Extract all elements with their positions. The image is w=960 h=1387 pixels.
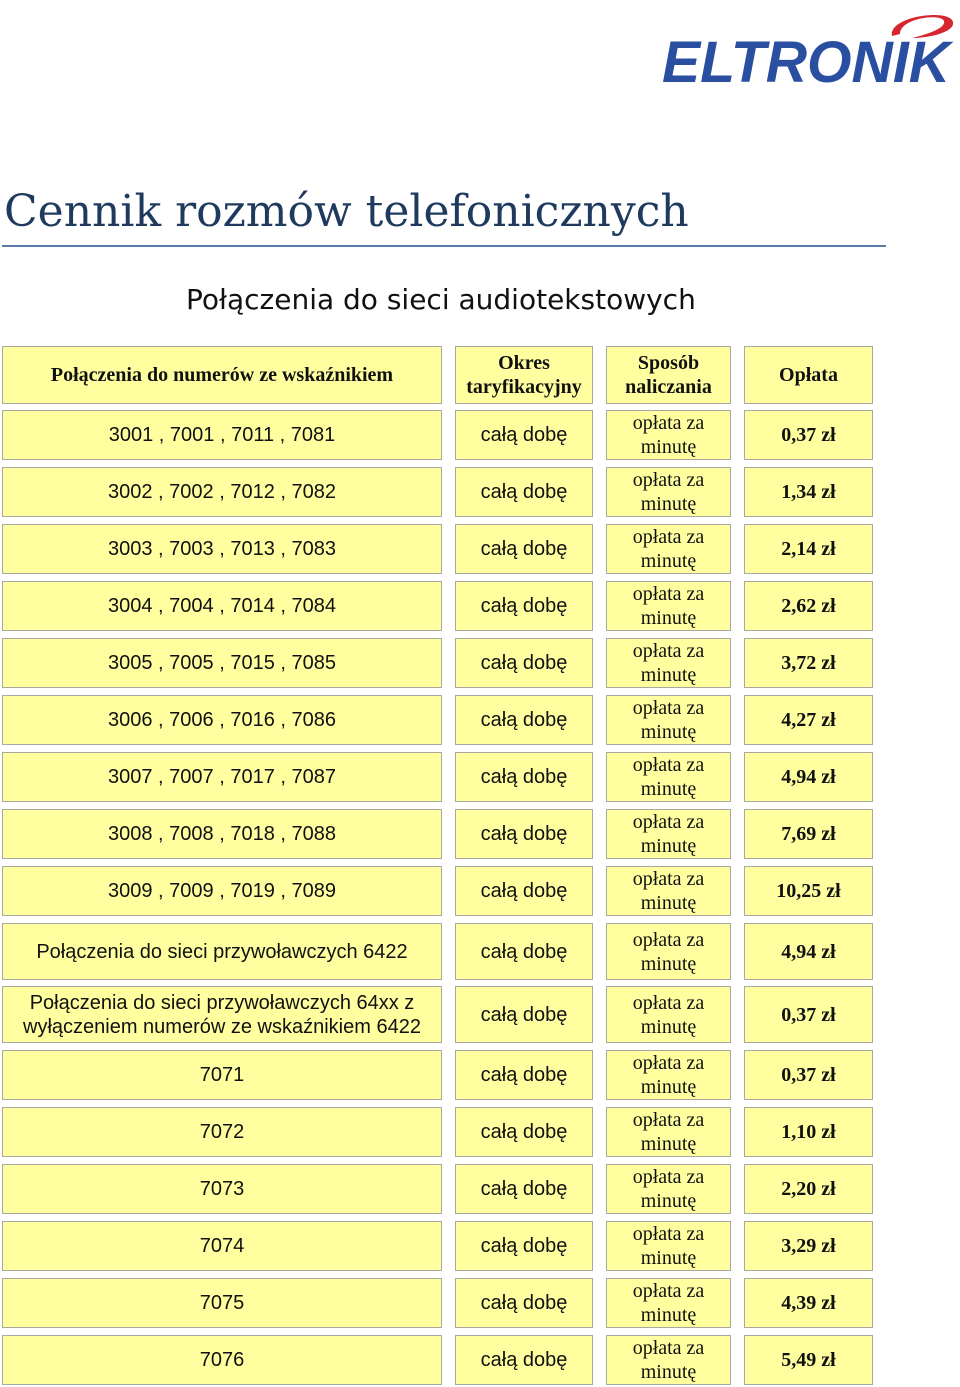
row-period: całą dobę xyxy=(455,638,593,688)
table-row: 3003 , 7003 , 7013 , 7083 całą dobę opła… xyxy=(0,524,960,574)
title-divider xyxy=(2,245,886,247)
row-method: opłata za minutę xyxy=(606,866,731,916)
row-fee: 2,14 zł xyxy=(744,524,873,574)
header-numbers: Połączenia do numerów ze wskaźnikiem xyxy=(2,346,442,404)
row-method: opłata za minutę xyxy=(606,581,731,631)
table-row: 3008 , 7008 , 7018 , 7088 całą dobę opła… xyxy=(0,809,960,859)
table-row: 3002 , 7002 , 7012 , 7082 całą dobę opła… xyxy=(0,467,960,517)
table-row: 7074 całą dobę opłata za minutę 3,29 zł xyxy=(0,1221,960,1271)
row-period: całą dobę xyxy=(455,581,593,631)
header-fee: Opłata xyxy=(744,346,873,404)
row-fee: 3,72 zł xyxy=(744,638,873,688)
page-title: Cennik rozmów telefonicznych xyxy=(4,186,689,237)
table-row: 3009 , 7009 , 7019 , 7089 całą dobę opła… xyxy=(0,866,960,916)
row-fee: 0,37 zł xyxy=(744,986,873,1043)
row-method: opłata za minutę xyxy=(606,1164,731,1214)
row-period: całą dobę xyxy=(455,986,593,1043)
row-method: opłata za minutę xyxy=(606,923,731,980)
row-method: opłata za minutę xyxy=(606,638,731,688)
table-header: Połączenia do numerów ze wskaźnikiem Okr… xyxy=(0,346,960,404)
row-numbers: 7074 xyxy=(2,1221,442,1271)
row-period: całą dobę xyxy=(455,1107,593,1157)
row-fee: 4,94 zł xyxy=(744,752,873,802)
row-period: całą dobę xyxy=(455,695,593,745)
logo-text: ELTRONIK xyxy=(662,30,954,88)
row-fee: 1,34 zł xyxy=(744,467,873,517)
row-fee: 2,62 zł xyxy=(744,581,873,631)
row-numbers: 3007 , 7007 , 7017 , 7087 xyxy=(2,752,442,802)
row-fee: 3,29 zł xyxy=(744,1221,873,1271)
row-numbers: 7072 xyxy=(2,1107,442,1157)
row-method: opłata za minutę xyxy=(606,467,731,517)
row-fee: 4,39 zł xyxy=(744,1278,873,1328)
row-period: całą dobę xyxy=(455,1335,593,1385)
row-fee: 0,37 zł xyxy=(744,410,873,460)
row-period: całą dobę xyxy=(455,1164,593,1214)
table-row: Połączenia do sieci przywoławczych 6422 … xyxy=(0,923,960,980)
row-numbers: 3006 , 7006 , 7016 , 7086 xyxy=(2,695,442,745)
table-row: 7072 całą dobę opłata za minutę 1,10 zł xyxy=(0,1107,960,1157)
row-fee: 5,49 zł xyxy=(744,1335,873,1385)
row-period: całą dobę xyxy=(455,1221,593,1271)
table-row: 3005 , 7005 , 7015 , 7085 całą dobę opła… xyxy=(0,638,960,688)
row-method: opłata za minutę xyxy=(606,695,731,745)
row-period: całą dobę xyxy=(455,410,593,460)
row-numbers-line1: Połączenia do sieci przywoławczych 64xx … xyxy=(29,991,415,1014)
row-period: całą dobę xyxy=(455,467,593,517)
header-period: Okres taryfikacyjny xyxy=(455,346,593,404)
table-row: 3007 , 7007 , 7017 , 7087 całą dobę opła… xyxy=(0,752,960,802)
table-row: 7071 całą dobę opłata za minutę 0,37 zł xyxy=(0,1050,960,1100)
table-row: Połączenia do sieci przywoławczych 64xx … xyxy=(0,986,960,1043)
row-period: całą dobę xyxy=(455,923,593,980)
row-numbers: 7075 xyxy=(2,1278,442,1328)
row-numbers: 7073 xyxy=(2,1164,442,1214)
row-fee: 0,37 zł xyxy=(744,1050,873,1100)
eltronik-logo: ELTRONIK xyxy=(662,14,954,88)
table-row: 7075 całą dobę opłata za minutę 4,39 zł xyxy=(0,1278,960,1328)
row-numbers: 3005 , 7005 , 7015 , 7085 xyxy=(2,638,442,688)
table-row: 7073 całą dobę opłata za minutę 2,20 zł xyxy=(0,1164,960,1214)
row-method: opłata za minutę xyxy=(606,1221,731,1271)
row-numbers: 3002 , 7002 , 7012 , 7082 xyxy=(2,467,442,517)
row-method: opłata za minutę xyxy=(606,752,731,802)
table-row: 7076 całą dobę opłata za minutę 5,49 zł xyxy=(0,1335,960,1385)
row-fee: 2,20 zł xyxy=(744,1164,873,1214)
row-numbers: 7071 xyxy=(2,1050,442,1100)
row-fee: 4,94 zł xyxy=(744,923,873,980)
row-method: opłata za minutę xyxy=(606,1335,731,1385)
row-numbers: Połączenia do sieci przywoławczych 64xx … xyxy=(2,986,442,1043)
row-numbers: 3001 , 7001 , 7011 , 7081 xyxy=(2,410,442,460)
row-fee: 4,27 zł xyxy=(744,695,873,745)
row-numbers: 3008 , 7008 , 7018 , 7088 xyxy=(2,809,442,859)
row-period: całą dobę xyxy=(455,752,593,802)
table-row: 3001 , 7001 , 7011 , 7081 całą dobę opła… xyxy=(0,410,960,460)
row-method: opłata za minutę xyxy=(606,524,731,574)
row-numbers-line2: wyłączeniem numerów ze wskaźnikiem 6422 xyxy=(23,1015,421,1038)
row-numbers: Połączenia do sieci przywoławczych 6422 xyxy=(2,923,442,980)
row-numbers: 3003 , 7003 , 7013 , 7083 xyxy=(2,524,442,574)
row-period: całą dobę xyxy=(455,809,593,859)
row-numbers: 7076 xyxy=(2,1335,442,1385)
table-row: 3004 , 7004 , 7014 , 7084 całą dobę opła… xyxy=(0,581,960,631)
table-row: 3006 , 7006 , 7016 , 7086 całą dobę opła… xyxy=(0,695,960,745)
row-method: opłata za minutę xyxy=(606,809,731,859)
row-fee: 10,25 zł xyxy=(744,866,873,916)
row-period: całą dobę xyxy=(455,524,593,574)
logo-swoosh-icon xyxy=(891,14,954,38)
row-method: opłata za minutę xyxy=(606,1050,731,1100)
section-title: Połączenia do sieci audiotekstowych xyxy=(186,283,696,316)
row-period: całą dobę xyxy=(455,1278,593,1328)
row-period: całą dobę xyxy=(455,1050,593,1100)
row-method: opłata za minutę xyxy=(606,410,731,460)
header-method: Sposób naliczania xyxy=(606,346,731,404)
row-method: opłata za minutę xyxy=(606,986,731,1043)
row-fee: 1,10 zł xyxy=(744,1107,873,1157)
row-fee: 7,69 zł xyxy=(744,809,873,859)
row-numbers: 3009 , 7009 , 7019 , 7089 xyxy=(2,866,442,916)
row-method: opłata za minutę xyxy=(606,1107,731,1157)
row-period: całą dobę xyxy=(455,866,593,916)
row-numbers: 3004 , 7004 , 7014 , 7084 xyxy=(2,581,442,631)
row-method: opłata za minutę xyxy=(606,1278,731,1328)
